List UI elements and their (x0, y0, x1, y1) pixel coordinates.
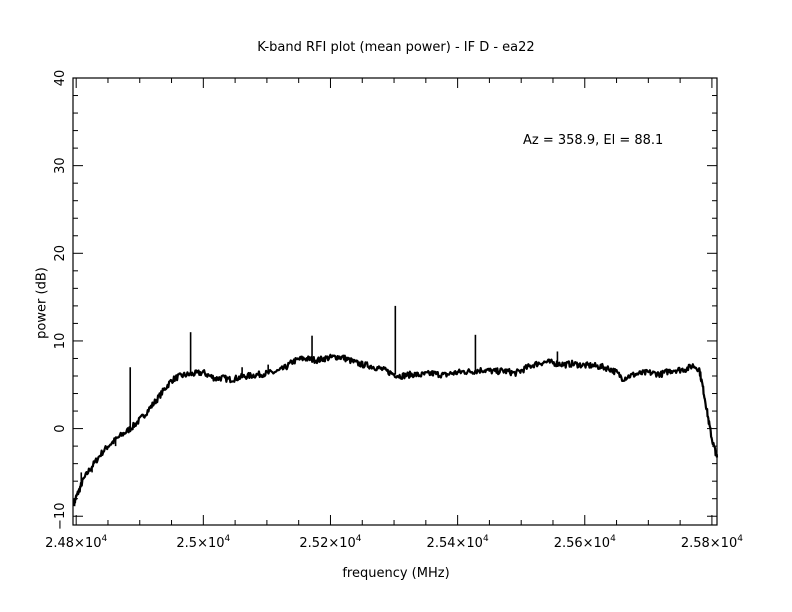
x-tick-label: 2.54×104 (427, 534, 489, 551)
x-tick-label: 2.58×104 (681, 534, 743, 551)
chart-title: K-band RFI plot (mean power) - IF D - ea… (257, 40, 535, 55)
y-tick-label: 0 (53, 424, 68, 432)
axis-ticks (73, 77, 717, 525)
y-tick-label: −10 (53, 503, 68, 530)
plot-frame (72, 77, 718, 526)
y-tick-label: 30 (53, 157, 68, 174)
x-tick-label: 2.48×104 (45, 534, 107, 551)
x-tick-label: 2.5×104 (176, 534, 230, 551)
power-trace-line (73, 353, 719, 507)
y-tick-label: 40 (53, 70, 68, 87)
y-tick-labels: −10 0 10 20 30 40 (53, 70, 68, 530)
x-tick-label: 2.52×104 (299, 534, 361, 551)
x-axis-label: frequency (MHz) (342, 566, 450, 581)
az-el-annotation: Az = 358.9, El = 88.1 (523, 133, 664, 148)
y-tick-label: 10 (53, 333, 68, 350)
rfi-spikes (80, 305, 559, 485)
y-axis-label: power (dB) (34, 267, 50, 339)
x-tick-labels: 2.48×104 2.5×104 2.52×104 2.54×104 2.56×104 2… (45, 534, 743, 551)
y-tick-label: 20 (53, 245, 68, 262)
x-tick-label: 2.56×104 (554, 534, 616, 551)
